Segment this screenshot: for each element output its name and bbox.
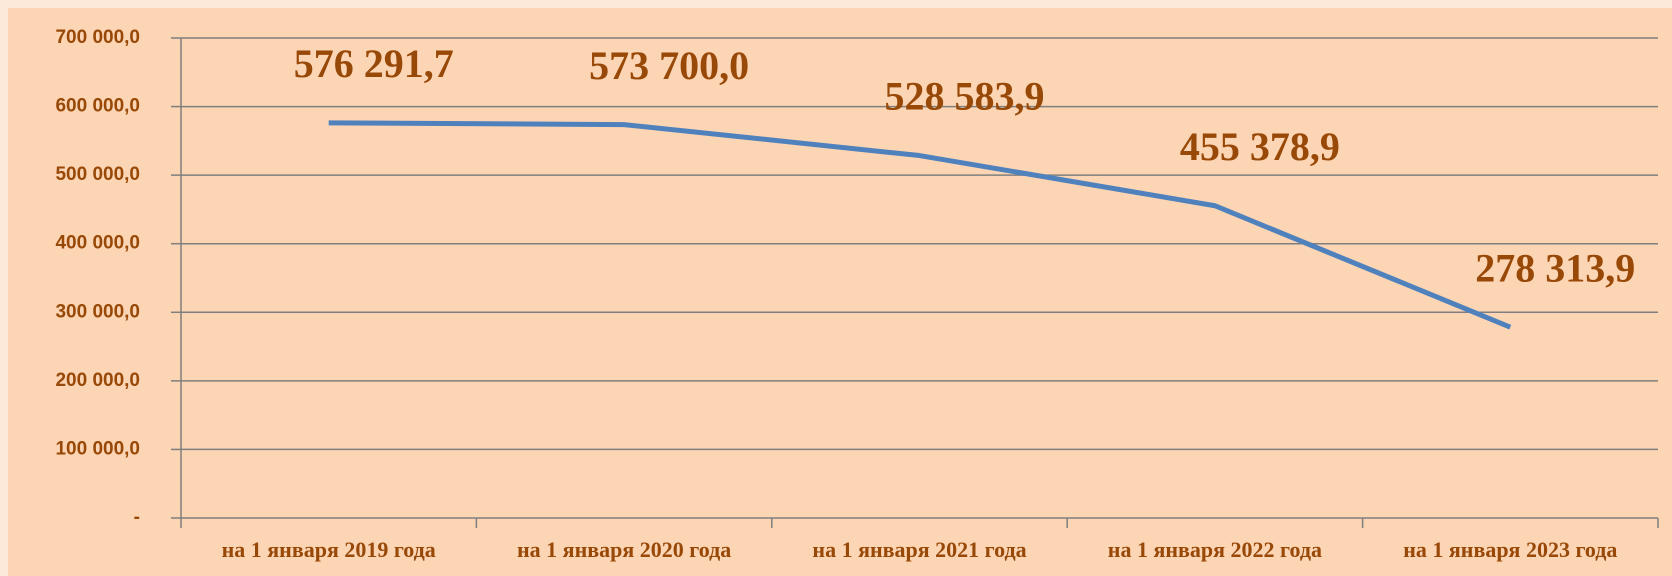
data-label: 455 378,9: [1180, 124, 1340, 169]
y-tick-label: 700 000,0: [55, 27, 140, 48]
data-label: 278 313,9: [1475, 245, 1635, 290]
y-tick-label: -: [134, 507, 140, 528]
data-label: 573 700,0: [589, 43, 749, 88]
y-tick-label: 300 000,0: [55, 301, 140, 322]
y-tick-label: 200 000,0: [55, 370, 140, 391]
x-tick-label: на 1 января 2022 года: [1108, 537, 1322, 562]
x-tick-label: на 1 января 2021 года: [812, 537, 1026, 562]
x-tick-label: на 1 января 2019 года: [222, 537, 436, 562]
y-tick-label: 500 000,0: [55, 164, 140, 185]
y-tick-label: 600 000,0: [55, 96, 140, 117]
data-label: 576 291,7: [294, 41, 454, 86]
x-tick-label: на 1 января 2020 года: [517, 537, 731, 562]
line: [328, 120, 1512, 330]
data-label: 528 583,9: [885, 74, 1045, 119]
y-tick-label: 100 000,0: [55, 438, 140, 459]
y-tick-label: 400 000,0: [55, 233, 140, 254]
plot-background: [8, 8, 1672, 576]
x-tick-label: на 1 января 2023 года: [1403, 537, 1617, 562]
